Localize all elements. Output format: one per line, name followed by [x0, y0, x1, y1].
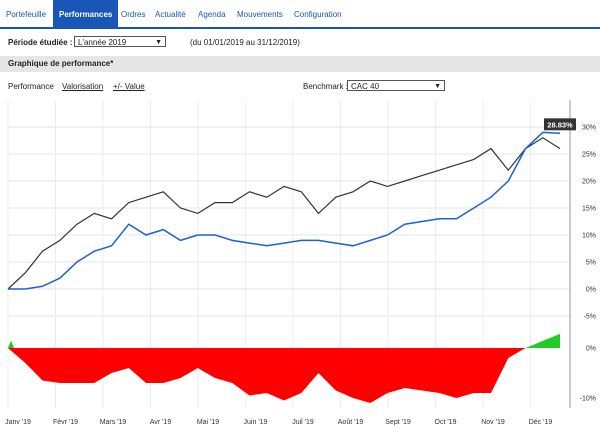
y-tick-label: 15% [582, 206, 596, 213]
tab-actualite[interactable]: Actualité [155, 10, 186, 19]
y-tick-label: 0% [586, 287, 596, 294]
positive-area [525, 333, 560, 348]
y-tick-label: 10% [582, 233, 596, 240]
difference-area [8, 333, 560, 403]
tab-performances[interactable]: Performances [53, 0, 119, 27]
x-tick-label: Déc '19 [529, 419, 553, 426]
positive-area [8, 340, 14, 348]
dropdown-arrow-icon: ▼ [155, 39, 162, 46]
tooltip-box [544, 118, 576, 131]
period-select[interactable]: L'année 2019 ▼ [74, 36, 166, 47]
x-tick-label: Févr '19 [53, 419, 78, 426]
y-tick-label: 25% [582, 152, 596, 159]
benchmark-label: Benchmark : [303, 82, 348, 91]
y-tick-label: 20% [582, 179, 596, 186]
value-tooltip: 28.83% [544, 118, 576, 131]
chart-tab-plus-minus-value[interactable]: +/- Value [113, 82, 145, 91]
y-tick-label: 30% [582, 125, 596, 132]
chart-ticks: 30% 25% 20% 15% 10% 5% 0% -5% Janv '19 Févr '19 Ma… [5, 125, 596, 427]
x-tick-label: Juil '19 [292, 419, 314, 426]
chart-tab-performance[interactable]: Performance [8, 82, 54, 91]
x-tick-label: Août '19 [338, 419, 364, 426]
benchmark-line [7, 137, 561, 290]
period-range: (du 01/01/2019 au 31/12/2019) [190, 38, 300, 47]
x-tick-label: Avr '19 [150, 419, 172, 426]
x-tick-label: Oct '19 [435, 419, 457, 426]
tab-mouvements[interactable]: Mouvements [237, 10, 283, 19]
diff-y-tick-label: 0% [586, 346, 596, 353]
x-tick-label: Mars '19 [100, 419, 127, 426]
benchmark-select-value: CAC 40 [351, 82, 380, 91]
y-tick-label: 5% [586, 260, 596, 267]
x-tick-label: Sept '19 [385, 419, 411, 426]
chart-tab-valorisation[interactable]: Valorisation [62, 82, 104, 91]
main-tabs: Portefeuille Performances Ordres Actuali… [0, 0, 600, 29]
dropdown-arrow-icon: ▼ [434, 83, 441, 90]
x-tick-label: Nov '19 [481, 419, 505, 426]
section-header: Graphique de performance* [0, 56, 600, 72]
tab-ordres[interactable]: Ordres [121, 10, 146, 19]
benchmark-select[interactable]: CAC 40 ▼ [347, 80, 445, 91]
tab-configuration[interactable]: Configuration [294, 10, 342, 19]
tab-agenda[interactable]: Agenda [198, 10, 226, 19]
portfolio-line [8, 131, 561, 290]
diff-y-tick-label: -10% [580, 396, 596, 403]
x-tick-label: Juin '19 [244, 419, 268, 426]
period-label: Période étudiée : [8, 38, 73, 47]
tooltip-text: 28.83% [547, 120, 573, 129]
period-select-value: L'année 2019 [78, 38, 127, 47]
x-tick-label: Janv '19 [5, 419, 31, 426]
tab-portefeuille[interactable]: Portefeuille [6, 10, 47, 19]
x-tick-label: Mai '19 [197, 419, 219, 426]
section-title: Graphique de performance* [8, 59, 114, 68]
y-tick-label: -5% [584, 314, 596, 321]
